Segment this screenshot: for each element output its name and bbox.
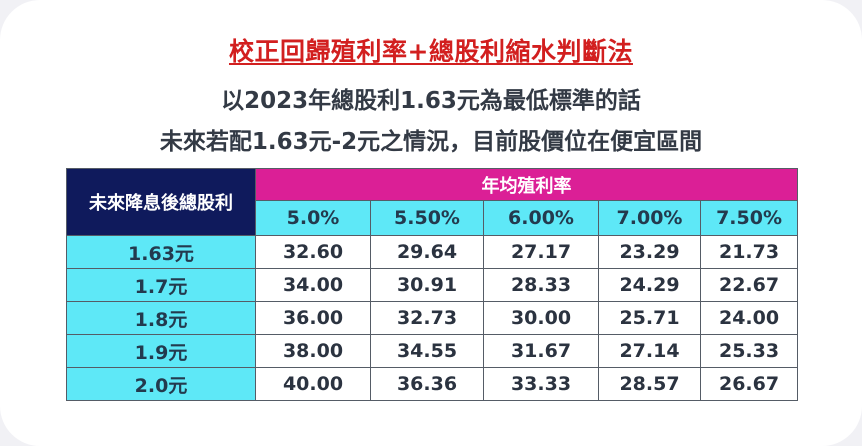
price-cell: 22.67 <box>699 268 799 302</box>
price-cell: 36.36 <box>370 367 484 401</box>
price-cell: 24.29 <box>598 268 701 302</box>
price-cell: 27.17 <box>483 235 599 269</box>
header-row-rates: 5.0% 5.50% 6.00% 7.00% 7.50% <box>67 200 799 236</box>
price-cell: 33.33 <box>483 367 599 401</box>
price-cell: 30.91 <box>370 268 484 302</box>
price-cell: 32.60 <box>255 235 371 269</box>
rate-header: 6.00% <box>483 200 599 236</box>
price-cell: 27.14 <box>598 334 701 368</box>
price-cell: 25.33 <box>699 334 799 368</box>
price-cell: 25.71 <box>598 301 701 335</box>
group-header-annual-yield: 年均殖利率 <box>254 168 799 201</box>
price-cell: 26.67 <box>699 367 799 401</box>
price-cell: 23.29 <box>598 235 701 269</box>
dividend-cell: 1.9元 <box>66 334 256 368</box>
dividend-cell: 1.8元 <box>66 301 256 335</box>
table-row: 1.9元 38.00 34.55 31.67 27.14 25.33 <box>66 334 799 368</box>
corner-header-future-dividend: 未來降息後總股利 <box>66 168 256 236</box>
price-cell: 24.00 <box>699 301 799 335</box>
table-row: 1.8元 36.00 32.73 30.00 25.71 24.00 <box>66 301 799 335</box>
table-row: 1.7元 34.00 30.91 28.33 24.29 22.67 <box>66 268 799 302</box>
price-cell: 40.00 <box>255 367 371 401</box>
subtitle-baseline: 以2023年總股利1.63元為最低標準的話 <box>221 88 641 114</box>
price-cell: 29.64 <box>370 235 484 269</box>
price-cell: 28.57 <box>598 367 701 401</box>
header-row-group: 未來降息後總股利 年均殖利率 <box>66 168 799 236</box>
subtitle-conclusion: 未來若配1.63元-2元之情況，目前股價位在便宜區間 <box>159 129 703 155</box>
rate-header: 5.0% <box>255 200 371 236</box>
dividend-cell: 1.63元 <box>66 235 256 269</box>
price-cell: 31.67 <box>483 334 599 368</box>
dividend-cell: 1.7元 <box>66 268 256 302</box>
table-row: 2.0元 40.00 36.36 33.33 28.57 26.67 <box>66 367 799 401</box>
price-cell: 28.33 <box>483 268 599 302</box>
rate-header: 7.50% <box>699 200 799 236</box>
price-cell: 34.55 <box>370 334 484 368</box>
price-cell: 34.00 <box>255 268 371 302</box>
yield-price-table: 未來降息後總股利 年均殖利率 5.0% 5.50% 6.00% 7.00% 7.… <box>66 168 799 401</box>
price-cell: 30.00 <box>483 301 599 335</box>
price-cell: 38.00 <box>255 334 371 368</box>
price-cell: 32.73 <box>370 301 484 335</box>
rate-header: 7.00% <box>598 200 701 236</box>
rate-header: 5.50% <box>370 200 484 236</box>
slide-title: 校正回歸殖利率+總股利縮水判斷法 <box>0 36 862 68</box>
dividend-cell: 2.0元 <box>66 367 256 401</box>
price-cell: 36.00 <box>255 301 371 335</box>
slide-title-text: 校正回歸殖利率+總股利縮水判斷法 <box>229 37 633 66</box>
price-cell: 21.73 <box>699 235 799 269</box>
table-row: 1.63元 32.60 29.64 27.17 23.29 21.73 <box>66 235 799 269</box>
